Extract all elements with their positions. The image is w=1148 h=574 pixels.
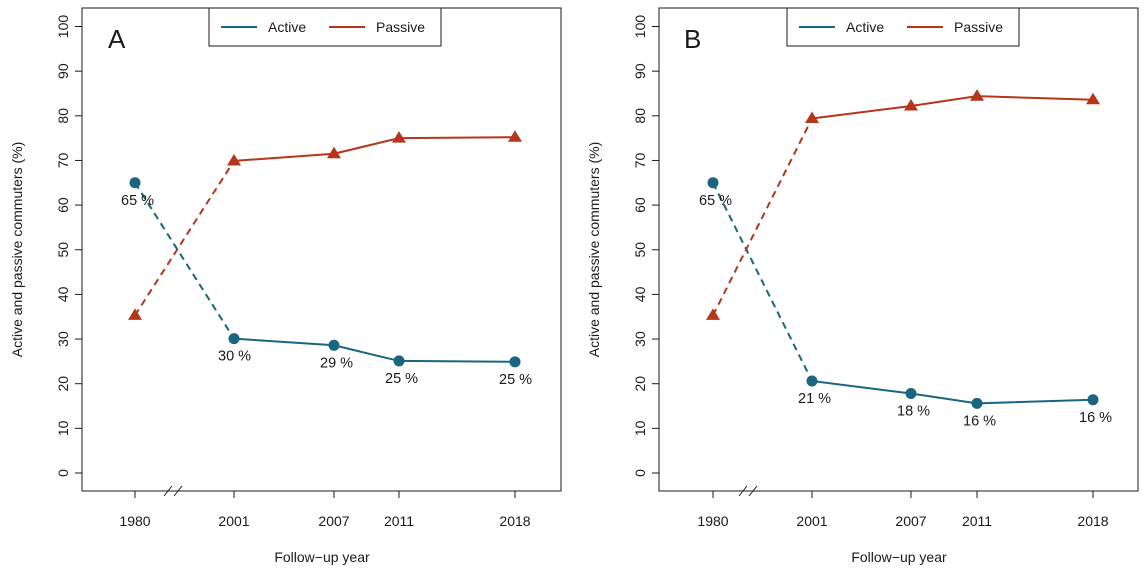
panel-letter: B bbox=[684, 24, 701, 54]
data-point-active bbox=[707, 177, 719, 189]
panel-letter: A bbox=[108, 24, 126, 54]
data-label: 65 % bbox=[699, 193, 732, 209]
data-point-active bbox=[905, 388, 917, 400]
series-line-passive bbox=[811, 95, 1094, 120]
y-tick-label: 50 bbox=[55, 242, 71, 258]
series-line-dashed-passive bbox=[134, 160, 235, 316]
data-point-passive bbox=[970, 89, 984, 101]
axis-break-mark bbox=[738, 485, 748, 497]
axis-break-mark bbox=[163, 485, 173, 497]
y-tick-label: 70 bbox=[632, 152, 648, 168]
data-point-passive bbox=[508, 130, 522, 142]
x-tick-label: 1980 bbox=[697, 513, 728, 529]
data-point-passive bbox=[392, 131, 406, 143]
y-tick-label: 60 bbox=[55, 197, 71, 213]
legend-label: Active bbox=[268, 19, 306, 35]
y-tick-label: 20 bbox=[55, 376, 71, 392]
series-line-dashed-passive bbox=[712, 118, 813, 316]
series-line-active bbox=[233, 337, 516, 363]
legend-label: Passive bbox=[954, 19, 1003, 35]
data-point-passive bbox=[904, 98, 918, 111]
y-tick-label: 30 bbox=[632, 331, 648, 347]
data-point-active bbox=[1087, 394, 1099, 406]
x-tick-label: 2007 bbox=[895, 513, 926, 529]
series-line-active bbox=[811, 380, 1094, 405]
x-tick-label: 2011 bbox=[962, 513, 992, 529]
data-point-active bbox=[806, 375, 818, 387]
data-point-passive bbox=[1086, 92, 1100, 105]
y-tick-label: 10 bbox=[55, 420, 71, 436]
plot-frame bbox=[81, 7, 562, 492]
y-tick-label: 70 bbox=[55, 152, 71, 168]
x-tick-label: 2018 bbox=[499, 513, 530, 529]
data-point-active bbox=[328, 339, 340, 351]
y-tick-label: 40 bbox=[632, 286, 648, 302]
data-point-active bbox=[393, 355, 405, 367]
chart-panel-a: A 0 10 20 30 40 50 60 70 80 90 100 1980 2001 2007 2011 2… bbox=[9, 7, 562, 565]
data-label: 65 % bbox=[121, 193, 154, 209]
y-tick-label: 30 bbox=[55, 331, 71, 347]
x-tick-label: 1980 bbox=[119, 513, 150, 529]
y-tick-label: 0 bbox=[632, 469, 648, 477]
x-tick-label: 2001 bbox=[796, 513, 827, 529]
data-point-active bbox=[971, 397, 983, 409]
axis-break-mark bbox=[748, 485, 758, 497]
data-label: 25 % bbox=[499, 372, 532, 388]
x-tick-label: 2001 bbox=[218, 513, 249, 529]
data-label: 29 % bbox=[320, 355, 353, 371]
x-tick-label: 2007 bbox=[318, 513, 349, 529]
y-tick-label: 80 bbox=[632, 108, 648, 124]
data-label: 21 % bbox=[798, 391, 831, 407]
data-label: 16 % bbox=[963, 413, 996, 429]
y-tick-label: 60 bbox=[632, 197, 648, 213]
legend-label: Active bbox=[846, 19, 884, 35]
y-tick-label: 90 bbox=[55, 63, 71, 79]
chart-panel-b: B 0 10 20 30 40 50 60 70 80 90 100 1980 2001 2007 2011 2… bbox=[586, 7, 1139, 565]
data-point-passive bbox=[227, 153, 241, 166]
data-point-passive bbox=[128, 308, 142, 320]
y-tick-label: 100 bbox=[632, 15, 648, 39]
y-tick-label: 0 bbox=[55, 469, 71, 477]
x-axis-title: Follow−up year bbox=[851, 549, 947, 565]
data-label: 16 % bbox=[1079, 410, 1112, 426]
x-tick-label: 2018 bbox=[1077, 513, 1108, 529]
y-tick-label: 20 bbox=[632, 376, 648, 392]
data-point-active bbox=[228, 333, 240, 345]
y-tick-label: 100 bbox=[55, 15, 71, 39]
series-line-dashed-active bbox=[134, 182, 235, 340]
y-axis-title: Active and passive commuters (%) bbox=[586, 142, 602, 358]
data-point-passive bbox=[805, 111, 819, 124]
data-point-passive bbox=[327, 146, 341, 159]
series-line-dashed-active bbox=[712, 182, 813, 382]
y-tick-label: 50 bbox=[632, 242, 648, 258]
axis-break-mark bbox=[173, 485, 183, 497]
data-label: 18 % bbox=[897, 404, 930, 420]
series-line-passive bbox=[233, 136, 516, 162]
data-label: 30 % bbox=[218, 349, 251, 365]
y-tick-label: 10 bbox=[632, 420, 648, 436]
x-tick-label: 2011 bbox=[384, 513, 414, 529]
data-point-active bbox=[509, 356, 521, 368]
y-tick-label: 80 bbox=[55, 108, 71, 124]
y-axis-title: Active and passive commuters (%) bbox=[9, 142, 25, 358]
data-point-passive bbox=[706, 308, 720, 320]
x-axis-title: Follow−up year bbox=[274, 549, 370, 565]
y-tick-label: 40 bbox=[55, 286, 71, 302]
data-label: 25 % bbox=[385, 371, 418, 387]
y-tick-label: 90 bbox=[632, 63, 648, 79]
legend-label: Passive bbox=[376, 19, 425, 35]
data-point-active bbox=[129, 177, 141, 189]
